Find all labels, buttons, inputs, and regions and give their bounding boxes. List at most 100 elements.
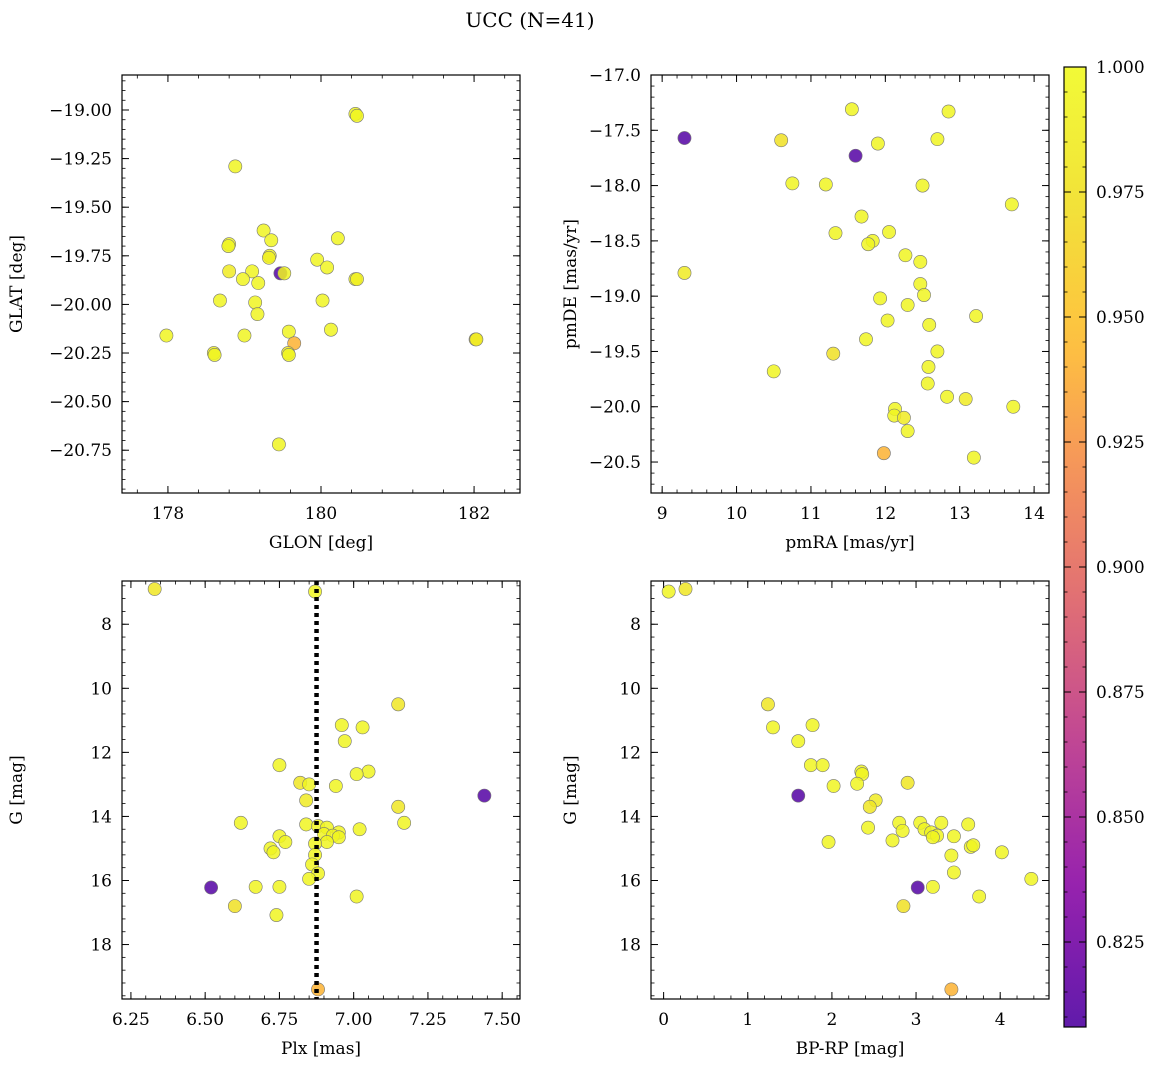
data-point: [972, 889, 987, 904]
x-tick-label: 11: [800, 504, 822, 524]
x-tick-label: 6.25: [112, 1010, 150, 1030]
scatter-points: [677, 102, 1021, 465]
data-point: [391, 697, 406, 712]
data-point: [331, 830, 346, 845]
data-point: [272, 879, 287, 894]
data-point: [204, 880, 218, 895]
x-tick-label: 9: [657, 504, 668, 524]
data-point: [278, 835, 293, 849]
colorbar: 0.825 0.850 0.875 0.900 0.925 0.950 0.975 1.000: [1063, 58, 1145, 1028]
axes-frame: [121, 74, 521, 494]
data-point: [900, 424, 915, 438]
data-point: [925, 879, 940, 894]
data-point: [774, 133, 789, 148]
data-point: [299, 793, 314, 808]
data-point: [361, 764, 376, 779]
data-point: [947, 829, 961, 844]
data-point: [821, 835, 836, 849]
y-tick-label: −17.0: [589, 66, 641, 86]
y-tick-label: 12: [619, 743, 641, 763]
data-point: [324, 322, 338, 337]
y-tick-label: −18.5: [589, 232, 641, 252]
colorbar-tick-label: 0.925: [1096, 433, 1145, 453]
data-point: [969, 309, 983, 323]
data-point: [896, 899, 911, 914]
y-tick-label: −20.00: [49, 295, 112, 315]
x-tick-label: 180: [305, 504, 337, 524]
x-axis-label: GLON [deg]: [269, 533, 373, 553]
y-tick-label: −20.50: [49, 393, 112, 413]
data-point: [815, 758, 830, 773]
data-point: [320, 260, 335, 275]
data-point: [477, 788, 492, 803]
x-tick-label: 4: [995, 1010, 1006, 1030]
data-point: [871, 136, 885, 151]
data-point: [310, 252, 325, 267]
y-tick-label: 12: [90, 743, 112, 763]
data-point: [826, 779, 841, 793]
data-point: [271, 437, 286, 452]
data-point: [805, 718, 820, 733]
data-point: [299, 817, 314, 832]
data-point: [941, 104, 956, 119]
ticks: 9 10 11 12 13 14 −17.0 −17.5 −18.0 −18.5 −19.0 −19.…: [589, 66, 1050, 524]
data-point: [785, 176, 800, 191]
data-point: [859, 332, 873, 347]
data-point: [791, 788, 806, 803]
x-tick-label: 178: [152, 504, 184, 524]
data-point: [848, 148, 863, 163]
data-point: [910, 880, 925, 895]
data-point: [882, 225, 896, 239]
x-tick-label: 6.75: [260, 1010, 298, 1030]
data-point: [277, 266, 292, 281]
data-point: [349, 889, 364, 904]
x-tick-label: 0: [658, 1010, 669, 1030]
y-tick-label: −17.5: [589, 121, 641, 141]
figure-title: UCC (N=41): [465, 8, 595, 32]
data-point: [844, 102, 859, 117]
x-tick-label: 182: [458, 504, 490, 524]
colorbar-tick-label: 0.900: [1096, 558, 1145, 578]
y-tick-label: −18.0: [589, 177, 641, 197]
data-point: [1024, 871, 1039, 886]
data-point: [920, 376, 935, 391]
data-point: [934, 815, 949, 830]
data-point: [661, 584, 676, 599]
scatter-points: [661, 582, 1039, 997]
y-tick-label: −20.5: [589, 453, 641, 473]
data-point: [961, 817, 976, 832]
colorbar-tick-label: 0.975: [1096, 183, 1145, 203]
y-tick-label: −19.00: [49, 101, 112, 121]
y-tick-label: −19.5: [589, 342, 641, 362]
y-axis-label: pmDE [mas/yr]: [561, 219, 581, 349]
panel-glon-glat: 178 180 182 −19.00 −19.25 −19.50 −19.75 −20.00 −…: [7, 74, 521, 553]
data-point: [913, 254, 928, 269]
data-point: [898, 248, 913, 263]
data-point: [861, 237, 876, 252]
data-point: [256, 223, 271, 238]
ticks: 6.25 6.50 6.75 7.00 7.25 7.50 8 10 12 14 16 18: [90, 581, 521, 1030]
x-tick-label: 7.50: [483, 1010, 521, 1030]
data-point: [315, 293, 330, 308]
y-tick-label: 16: [619, 871, 641, 891]
y-tick-label: 8: [101, 615, 112, 635]
panel-plx-g: 6.25 6.50 6.75 7.00 7.25 7.50 8 10 12 14 16 18 Plx […: [7, 580, 521, 1059]
data-point: [826, 346, 841, 361]
axes-frame: [650, 580, 1050, 1000]
data-point: [236, 272, 250, 287]
y-tick-label: −20.0: [589, 398, 641, 418]
data-point: [930, 132, 945, 147]
y-tick-label: 14: [90, 807, 112, 827]
data-point: [766, 720, 780, 735]
x-tick-label: 10: [726, 504, 748, 524]
y-tick-label: 8: [630, 615, 641, 635]
colorbar-tick-label: 0.850: [1096, 808, 1145, 828]
data-point: [250, 307, 265, 322]
y-tick-label: −19.75: [49, 247, 112, 267]
data-point: [281, 348, 296, 362]
data-point: [766, 364, 781, 379]
colorbar-gradient: [1064, 67, 1086, 1027]
x-tick-label: 14: [1023, 504, 1045, 524]
